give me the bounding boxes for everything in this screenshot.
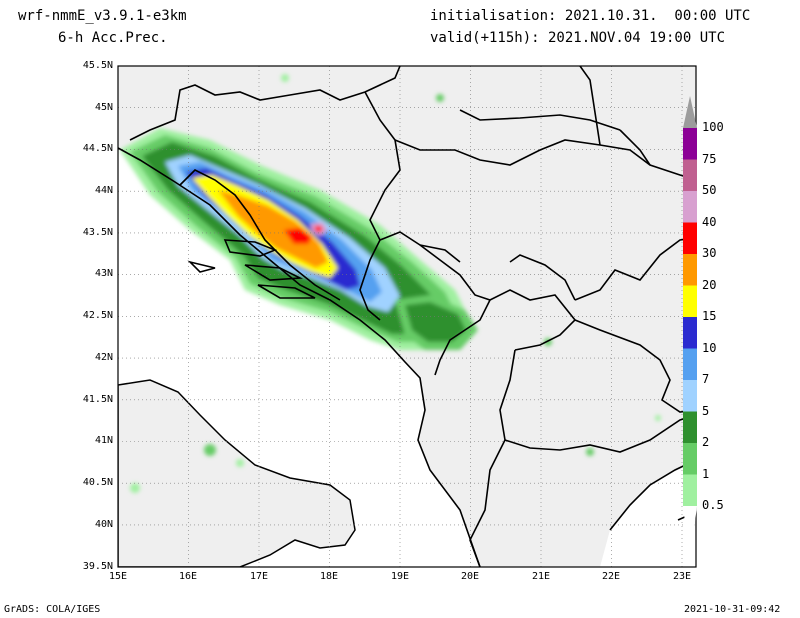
legend-label: 7 bbox=[702, 372, 710, 386]
legend-label: 30 bbox=[702, 246, 717, 260]
legend-label: 2 bbox=[702, 435, 710, 449]
lat-label: 45N bbox=[94, 102, 113, 113]
aegean-sea bbox=[600, 460, 696, 567]
model-title: wrf-nmmE_v3.9.1-e3km bbox=[18, 8, 187, 24]
lat-label: 44N bbox=[94, 185, 113, 196]
coastline-borders bbox=[118, 66, 696, 567]
colorbar-swatch bbox=[683, 474, 697, 506]
lon-label: 17E bbox=[249, 571, 269, 582]
grid-lines bbox=[118, 66, 696, 567]
lat-label: 40N bbox=[94, 519, 113, 530]
colorbar-swatch bbox=[683, 348, 697, 380]
colorbar-cap-bottom bbox=[683, 506, 697, 562]
colorbar-swatch bbox=[683, 411, 697, 443]
footer-credit: GrADS: COLA/IGES bbox=[4, 604, 101, 615]
lat-label: 43N bbox=[94, 268, 113, 279]
footer-timestamp: 2021-10-31-09:42 bbox=[684, 604, 781, 615]
colorbar-cap bbox=[683, 96, 697, 128]
legend-label: 20 bbox=[702, 277, 717, 292]
lon-label: 23E bbox=[672, 571, 692, 582]
colorbar-swatch bbox=[683, 128, 697, 160]
colorbar-swatch bbox=[683, 285, 697, 317]
colorbar bbox=[683, 96, 697, 562]
lat-label: 41N bbox=[94, 435, 113, 446]
legend-label: 0.5 bbox=[702, 498, 724, 512]
colorbar-swatch bbox=[683, 443, 697, 475]
legend-label: 40 bbox=[702, 214, 717, 229]
lon-label: 22E bbox=[601, 571, 621, 582]
legend-label: 50 bbox=[702, 183, 717, 197]
lat-label: 40.5N bbox=[82, 477, 113, 488]
init-time: initialisation: 2021.10.31. 00:00 UTC bbox=[430, 8, 751, 24]
legend-label: 75 bbox=[702, 151, 717, 166]
lon-label: 15E bbox=[108, 571, 128, 582]
colorbar-swatch bbox=[683, 159, 697, 191]
lon-label: 21E bbox=[531, 571, 551, 582]
colorbar-swatch bbox=[683, 317, 697, 349]
colorbar-swatch bbox=[683, 254, 697, 286]
legend-label: 10 bbox=[702, 340, 717, 355]
lat-label: 44.5N bbox=[82, 143, 113, 154]
colorbar-swatch bbox=[683, 380, 697, 412]
legend-label: 1 bbox=[702, 466, 710, 481]
lon-label: 18E bbox=[319, 571, 339, 582]
lat-label: 42N bbox=[94, 352, 113, 363]
colorbar-swatch bbox=[683, 191, 697, 223]
lat-label: 42.5N bbox=[82, 310, 113, 321]
legend-label: 15 bbox=[702, 309, 717, 323]
lat-label: 43.5N bbox=[82, 227, 113, 238]
italy-land bbox=[118, 379, 356, 567]
lat-label: 41.5N bbox=[82, 394, 113, 405]
valid-time: valid(+115h): 2021.NOV.04 19:00 UTC bbox=[430, 30, 726, 46]
lon-label: 20E bbox=[460, 571, 480, 582]
precip-field bbox=[120, 74, 661, 493]
lat-label: 39.5N bbox=[82, 561, 113, 572]
field-title: 6-h Acc.Prec. bbox=[58, 30, 168, 46]
lon-label: 16E bbox=[178, 571, 198, 582]
lon-label: 19E bbox=[390, 571, 410, 582]
lat-label: 45.5N bbox=[82, 60, 113, 71]
legend-label: 5 bbox=[702, 403, 710, 418]
colorbar-swatch bbox=[683, 222, 697, 254]
legend-label: 100 bbox=[702, 120, 724, 134]
